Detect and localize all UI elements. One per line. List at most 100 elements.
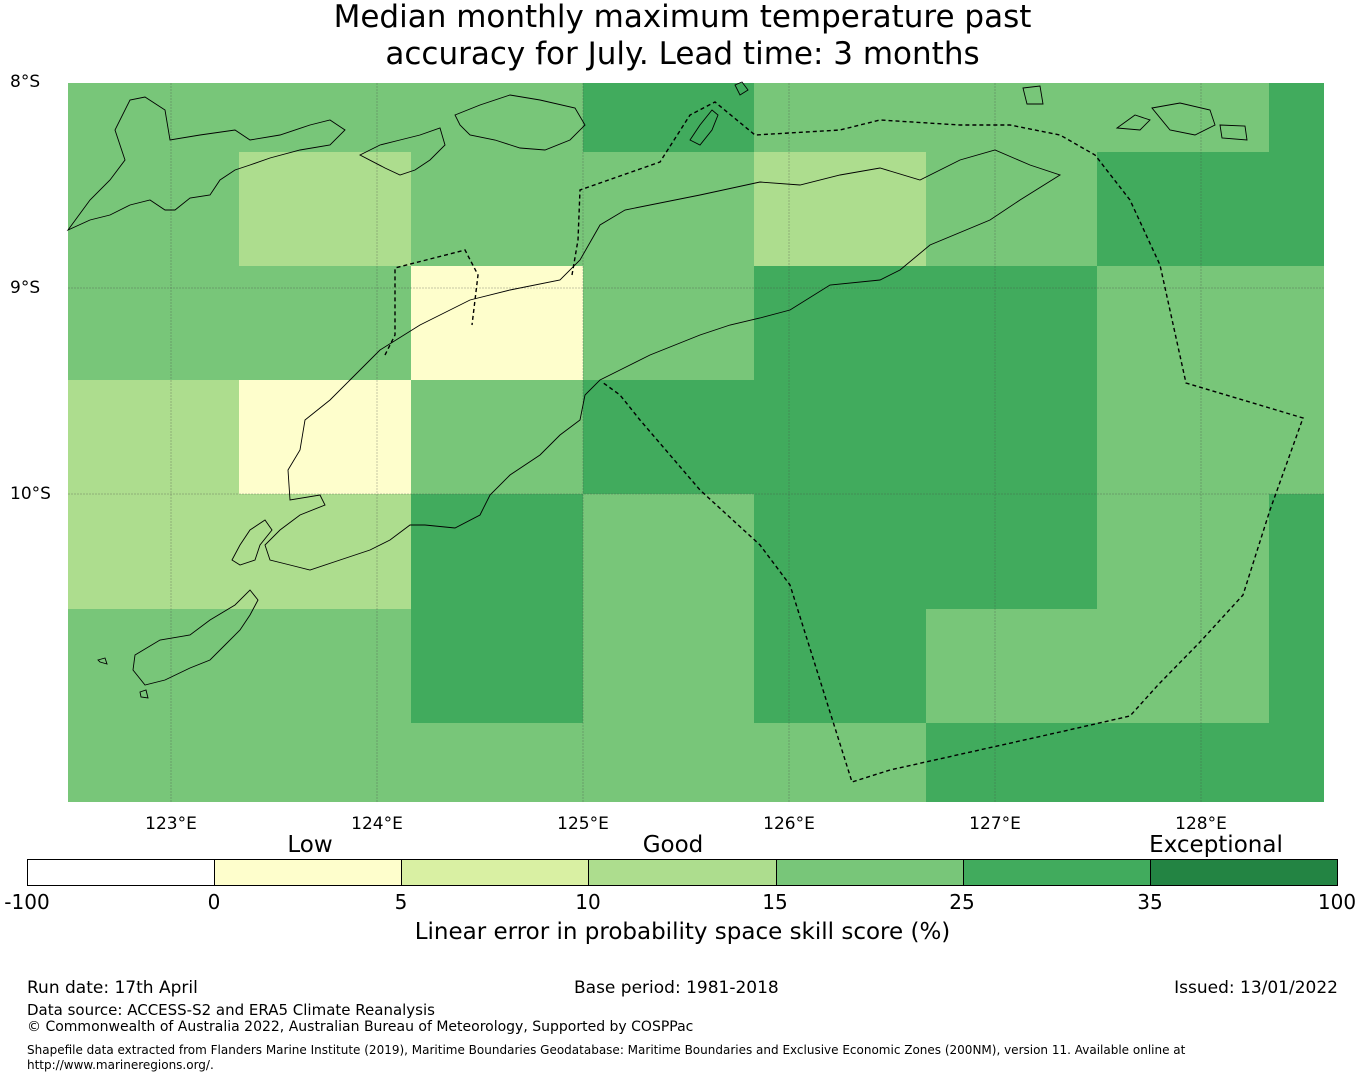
- colorbar-segment: [28, 860, 216, 885]
- skill-cell: [411, 494, 583, 609]
- skill-cell: [583, 723, 754, 802]
- skill-cell: [1097, 723, 1269, 802]
- skill-cell: [926, 266, 1097, 380]
- lon-label-126e: 126°E: [763, 814, 815, 834]
- skill-cell: [1097, 609, 1269, 723]
- skill-cell: [926, 380, 1097, 494]
- lon-label-123e: 123°E: [145, 814, 197, 834]
- skill-cell: [239, 266, 411, 380]
- colorbar-tick: 0: [207, 890, 221, 914]
- base-period: Base period: 1981-2018: [574, 978, 779, 998]
- skill-cell: [754, 152, 926, 266]
- coastlines: [66, 81, 1248, 699]
- skill-cell: [926, 609, 1097, 723]
- skill-cell: [1097, 494, 1269, 609]
- skill-cell: [754, 609, 926, 723]
- skill-cell: [583, 494, 754, 609]
- category-low: Low: [287, 832, 333, 858]
- skill-cell: [1097, 266, 1269, 380]
- sawu-coastline: [132, 589, 259, 686]
- copyright: © Commonwealth of Australia 2022, Austra…: [27, 1019, 694, 1035]
- colorbar-segment: [963, 860, 1151, 885]
- rote-coastline: [231, 519, 273, 566]
- map-title-line1: Median monthly maximum temperature past: [333, 0, 1032, 35]
- skill-cell: [754, 83, 926, 152]
- eez-boundary: [384, 101, 1304, 783]
- skill-cell: [239, 609, 411, 723]
- colorbar-tick: -100: [4, 890, 50, 914]
- timor-coastline: [264, 149, 1062, 571]
- skill-cell: [68, 83, 239, 152]
- skill-cell: [926, 723, 1097, 802]
- skill-grid: [68, 83, 1324, 802]
- skill-cell: [68, 266, 239, 380]
- lon-label-125e: 125°E: [557, 814, 609, 834]
- skill-cell: [583, 380, 754, 494]
- colorbar-tick: 100: [1317, 890, 1357, 914]
- skill-cell: [1269, 152, 1324, 266]
- colorbar: [27, 859, 1338, 886]
- colorbar-tick: 5: [394, 890, 408, 914]
- flores-coastline: [66, 96, 346, 232]
- map-title-line2: accuracy for July. Lead time: 3 months: [385, 36, 980, 72]
- skill-cell: [754, 266, 926, 380]
- skill-cell: [68, 494, 239, 609]
- skill-cell: [754, 723, 926, 802]
- skill-cell: [411, 83, 583, 152]
- lon-label-127e: 127°E: [969, 814, 1021, 834]
- skill-cell: [239, 152, 411, 266]
- skill-cell: [68, 609, 239, 723]
- lat-label-9s: 9°S: [10, 278, 41, 298]
- colorbar-segment: [402, 860, 590, 885]
- colorbar-segment: [776, 860, 964, 885]
- skill-cell: [239, 380, 411, 494]
- shapefile-credit-line2: http://www.marineregions.org/.: [27, 1058, 214, 1072]
- skill-cell: [411, 152, 583, 266]
- skill-cell: [239, 83, 411, 152]
- skill-cell: [754, 380, 926, 494]
- lat-label-10s: 10°S: [10, 484, 51, 504]
- graticule: [68, 83, 1324, 802]
- skill-cell: [1269, 723, 1324, 802]
- skill-cell: [239, 723, 411, 802]
- colorbar-segment: [589, 860, 777, 885]
- skill-cell: [1269, 266, 1324, 380]
- colorbar-label: Linear error in probability space skill …: [414, 919, 951, 945]
- skill-cell: [68, 152, 239, 266]
- issued-date: Issued: 13/01/2022: [1174, 978, 1338, 998]
- lat-label-8s: 8°S: [10, 72, 41, 92]
- alor-coastline: [454, 94, 586, 151]
- category-good: Good: [642, 832, 704, 858]
- colorbar-tick: 15: [762, 890, 788, 914]
- run-date: Run date: 17th April: [27, 978, 198, 998]
- colorbar-tick: 35: [1137, 890, 1163, 914]
- skill-cell: [239, 494, 411, 609]
- skill-cell: [754, 494, 926, 609]
- skill-cell: [1097, 83, 1269, 152]
- skill-cell: [926, 494, 1097, 609]
- data-source: Data source: ACCESS-S2 and ERA5 Climate …: [27, 1001, 435, 1019]
- skill-cell: [1269, 494, 1324, 609]
- colorbar-segment: [1150, 860, 1337, 885]
- colorbar-tick: 10: [575, 890, 601, 914]
- colorbar-segment: [215, 860, 403, 885]
- skill-cell: [1097, 380, 1269, 494]
- skill-cell: [411, 266, 583, 380]
- skill-cell: [1269, 83, 1324, 152]
- skill-cell: [68, 380, 239, 494]
- shapefile-credit-line1: Shapefile data extracted from Flanders M…: [27, 1043, 1186, 1057]
- lon-label-128e: 128°E: [1175, 814, 1227, 834]
- skill-cell: [411, 723, 583, 802]
- skill-cell: [583, 83, 754, 152]
- lon-label-124e: 124°E: [351, 814, 403, 834]
- skill-cell: [68, 723, 239, 802]
- skill-cell: [411, 609, 583, 723]
- skill-cell: [583, 609, 754, 723]
- skill-cell: [583, 152, 754, 266]
- atauro-coastline: [689, 109, 719, 146]
- skill-cell: [1097, 152, 1269, 266]
- category-exceptional: Exceptional: [1149, 832, 1283, 858]
- skill-cell: [411, 380, 583, 494]
- skill-cell: [926, 152, 1097, 266]
- map-plot: [66, 81, 1324, 802]
